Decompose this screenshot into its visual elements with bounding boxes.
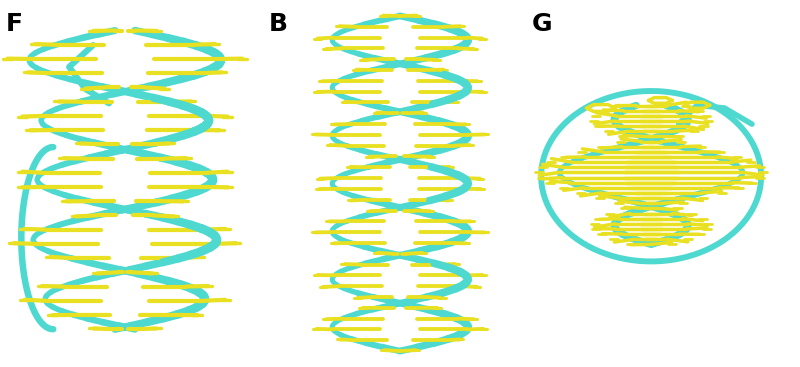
Text: G: G [531, 12, 552, 36]
Text: B: B [269, 12, 287, 36]
Text: F: F [6, 12, 22, 36]
